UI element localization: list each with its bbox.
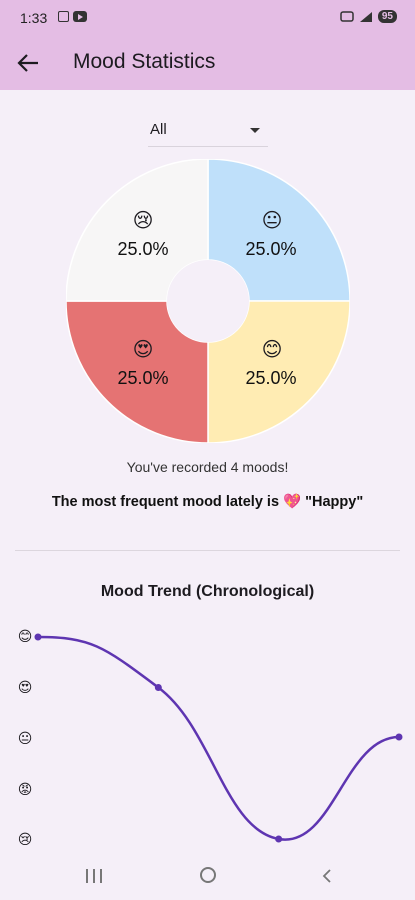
battery-badge: 95 bbox=[377, 10, 397, 23]
notification-icons bbox=[58, 11, 87, 22]
y-axis-emoji-sad: 😢 bbox=[17, 831, 33, 847]
pie-center-hole bbox=[167, 260, 249, 342]
trend-point bbox=[154, 684, 162, 691]
slice-label-neutral: 25.0% bbox=[245, 239, 297, 259]
y-axis-emoji-love: 😍 bbox=[17, 679, 33, 695]
trend-point bbox=[395, 733, 403, 741]
trend-chart-title: Mood Trend (Chronological) bbox=[100, 583, 315, 600]
section-divider bbox=[15, 550, 400, 551]
y-axis-emoji-neutral: 😐 bbox=[17, 730, 33, 746]
slice-emoji-neutral: 😐 bbox=[261, 210, 283, 232]
moods-recorded-text: You've recorded 4 moods! bbox=[126, 459, 289, 475]
mood-filter-dropdown[interactable]: All bbox=[148, 116, 268, 147]
trend-line bbox=[37, 635, 400, 841]
dropdown-arrow-icon bbox=[250, 128, 260, 133]
slice-emoji-happy: 😊 bbox=[261, 339, 283, 361]
slice-emoji-love: 😍 bbox=[132, 339, 154, 361]
wifi-calling-icon bbox=[340, 10, 354, 22]
dropdown-selected-value: All bbox=[150, 121, 167, 138]
slice-label-sad: 25.0% bbox=[117, 239, 169, 259]
signal-icon bbox=[359, 11, 372, 22]
youtube-notification-icon bbox=[73, 11, 87, 22]
pie-svg bbox=[65, 158, 351, 444]
status-bar: 1:33 95 bbox=[0, 0, 415, 36]
y-axis-emoji-happy: 😊 bbox=[17, 628, 33, 644]
mood-pie-chart: 😢 25.0% 😐 25.0% 😍 25.0% 😊 25.0% bbox=[65, 158, 351, 444]
mood-trend-chart bbox=[34, 633, 403, 843]
slice-label-happy: 25.0% bbox=[245, 368, 297, 388]
system-icons: 95 bbox=[340, 10, 397, 23]
recent-apps-button[interactable] bbox=[86, 869, 102, 883]
nav-back-button[interactable] bbox=[320, 868, 334, 884]
y-axis-emoji-angry: 😡 bbox=[17, 781, 33, 797]
trend-point bbox=[275, 835, 283, 843]
app-bar: Mood Statistics bbox=[0, 36, 415, 90]
home-button[interactable] bbox=[200, 867, 216, 883]
page-title: Mood Statistics bbox=[73, 50, 216, 73]
system-nav-bar bbox=[0, 852, 415, 900]
gallery-notification-icon bbox=[58, 11, 69, 22]
slice-emoji-sad: 😢 bbox=[132, 210, 154, 232]
slice-label-love: 25.0% bbox=[117, 368, 169, 388]
trend-point bbox=[34, 633, 42, 641]
status-time: 1:33 bbox=[20, 10, 48, 26]
most-frequent-mood-text: The most frequent mood lately is 💖 "Happ… bbox=[51, 494, 364, 510]
back-arrow-icon[interactable] bbox=[14, 50, 42, 76]
